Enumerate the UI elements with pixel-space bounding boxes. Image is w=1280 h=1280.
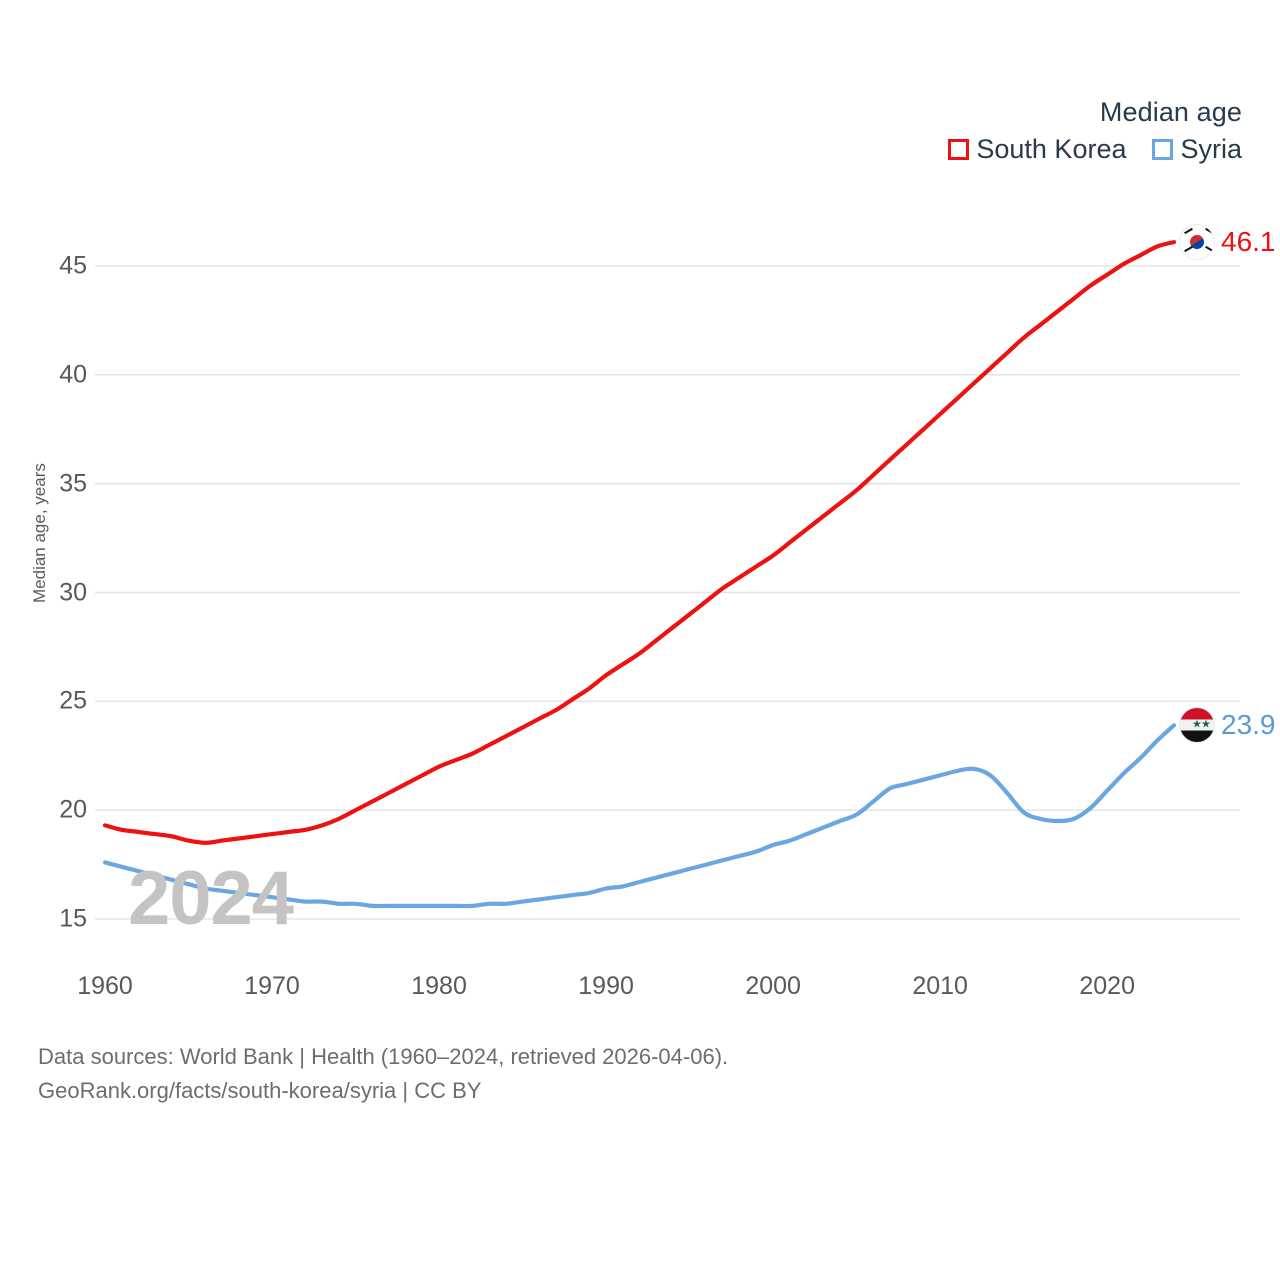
x-tick-label: 2020 (1079, 972, 1135, 1000)
y-tick-label: 35 (59, 469, 87, 498)
series-line-south-korea (102, 240, 1177, 845)
star-icon: ★ (1201, 718, 1211, 731)
south-korea-flag-icon (1180, 225, 1214, 260)
x-tick-label: 1960 (77, 972, 133, 1000)
legend-item-syria[interactable]: Syria (1152, 134, 1242, 165)
x-tick-label: 1990 (578, 972, 634, 1000)
endpoint-value-label: 23.9 (1221, 709, 1276, 741)
y-tick-label: 20 (59, 795, 87, 824)
legend-swatch-icon (948, 139, 970, 161)
y-tick-label: 30 (59, 578, 87, 606)
x-tick-label: 1980 (411, 972, 467, 1000)
trigram-icon (1205, 227, 1214, 235)
footer-line-license: GeoRank.org/facts/south-korea/syria | CC… (38, 1078, 482, 1104)
endpoint-south-korea: 46.1 (1180, 225, 1276, 260)
footer-line-sources: Data sources: World Bank | Health (1960–… (38, 1044, 729, 1069)
legend-items: South Korea Syria (948, 134, 1242, 165)
endpoint-value-label: 46.1 (1221, 226, 1276, 258)
x-tick-label: 2010 (912, 972, 968, 1000)
trigram-icon (1205, 245, 1214, 253)
year-watermark: 2024 (128, 856, 294, 941)
x-tick-label: 2000 (745, 972, 801, 1000)
legend-item-label: Syria (1180, 134, 1242, 165)
star-icon: ★ (1192, 718, 1202, 731)
chart-legend: Median age South Korea Syria (948, 96, 1242, 165)
legend-item-south-korea[interactable]: South Korea (948, 134, 1126, 165)
series-lines (102, 240, 1177, 909)
gridlines (95, 265, 1240, 920)
legend-swatch-icon (1152, 139, 1174, 161)
trigram-icon (1184, 245, 1193, 253)
y-tick-label: 15 (59, 904, 87, 933)
y-tick-label: 40 (59, 360, 87, 389)
legend-title: Median age (1099, 97, 1242, 127)
trigram-icon (1184, 227, 1193, 235)
x-tick-label: 1970 (244, 972, 300, 1000)
y-axis-title: Median age, years (30, 462, 49, 603)
series-line-syria (102, 723, 1177, 909)
legend-item-label: South Korea (976, 134, 1127, 165)
footer-attribution: Data sources: World Bank | Health (1960–… (38, 1040, 728, 1108)
y-tick-label: 45 (59, 251, 87, 280)
y-tick-label: 25 (59, 686, 87, 715)
endpoint-syria: ★ ★ 23.9 (1180, 708, 1276, 743)
syria-flag-icon: ★ ★ (1180, 708, 1214, 743)
